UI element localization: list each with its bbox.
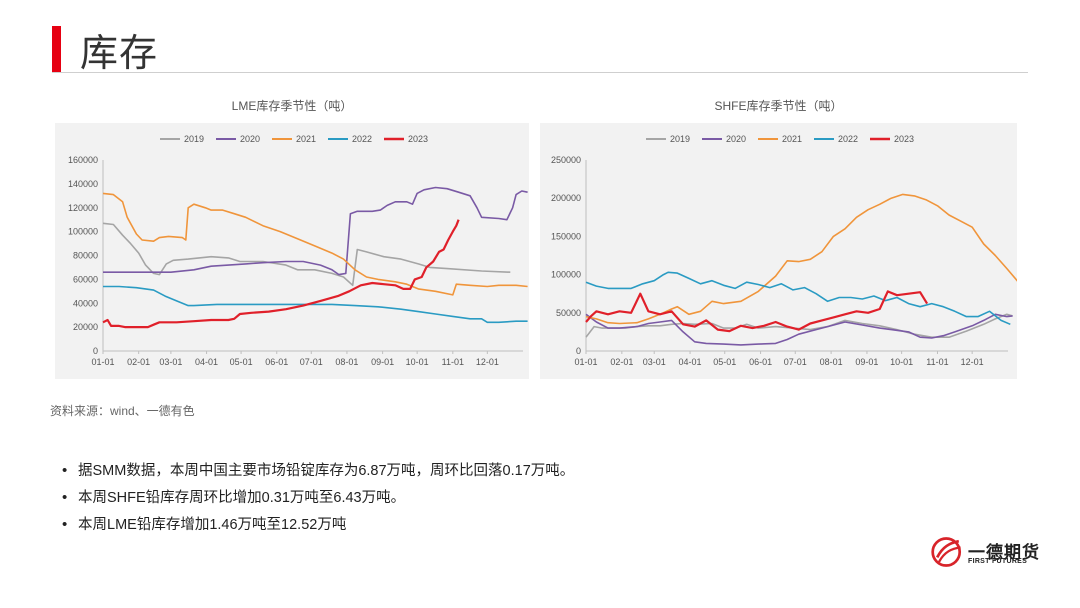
series-line-2022 xyxy=(585,271,1011,326)
y-tick-label: 160000 xyxy=(68,155,98,165)
x-tick-label: 12-01 xyxy=(476,357,499,367)
x-tick-label: 05-01 xyxy=(230,357,253,367)
y-tick-label: 60000 xyxy=(73,274,98,284)
x-tick-label: 01-01 xyxy=(91,357,114,367)
x-tick-label: 04-01 xyxy=(679,357,702,367)
title-divider xyxy=(52,72,1028,73)
x-tick-label: 11-01 xyxy=(442,357,464,367)
legend-label: 2019 xyxy=(184,134,204,144)
x-tick-label: 06-01 xyxy=(749,357,772,367)
y-tick-label: 250000 xyxy=(551,155,581,165)
x-tick-label: 09-01 xyxy=(855,357,878,367)
legend-label: 2023 xyxy=(408,134,428,144)
bullet-item: 本周LME铅库存增加1.46万吨至12.52万吨 xyxy=(62,515,574,542)
x-tick-label: 05-01 xyxy=(713,357,736,367)
x-tick-label: 11-01 xyxy=(926,357,948,367)
series-line-2023 xyxy=(585,290,929,333)
y-tick-label: 80000 xyxy=(73,251,98,261)
x-tick-label: 12-01 xyxy=(961,357,984,367)
title-accent-bar xyxy=(52,26,61,72)
x-tick-label: 03-01 xyxy=(643,357,666,367)
y-tick-label: 40000 xyxy=(73,298,98,308)
x-tick-label: 02-01 xyxy=(127,357,150,367)
lme-chart-title: LME库存季节性（吨） xyxy=(231,99,353,113)
x-tick-label: 01-01 xyxy=(574,357,597,367)
x-tick-label: 10-01 xyxy=(406,357,429,367)
y-tick-label: 200000 xyxy=(551,193,581,203)
x-tick-label: 06-01 xyxy=(265,357,288,367)
legend-label: 2022 xyxy=(352,134,372,144)
x-tick-label: 04-01 xyxy=(195,357,218,367)
x-tick-label: 08-01 xyxy=(335,357,358,367)
series-line-2021 xyxy=(102,192,528,296)
y-tick-label: 100000 xyxy=(551,270,581,280)
y-tick-label: 20000 xyxy=(73,322,98,332)
legend-label: 2019 xyxy=(670,134,690,144)
shfe-chart: 0 50000 100000 150000 200000 250000 01-01 02-01… xyxy=(551,134,1017,367)
lme-chart: 0 20000 40000 60000 80000 100000 120000 140000 1… xyxy=(68,134,528,367)
data-source-note: 资料来源：wind、一德有色 xyxy=(50,404,195,418)
y-tick-label: 120000 xyxy=(68,203,98,213)
company-logo-icon xyxy=(931,537,962,567)
x-tick-label: 07-01 xyxy=(300,357,323,367)
y-tick-label: 50000 xyxy=(556,308,581,318)
y-tick-label: 0 xyxy=(93,346,98,356)
series-line-2020 xyxy=(103,186,528,276)
y-tick-label: 0 xyxy=(576,346,581,356)
series-line-2020 xyxy=(585,313,1013,346)
lme-chart-panel: 0 20000 40000 60000 80000 100000 120000 140000 1… xyxy=(55,123,529,379)
series-line-2023 xyxy=(102,219,460,329)
series-line-2022 xyxy=(103,285,528,324)
x-tick-label: 09-01 xyxy=(371,357,394,367)
company-logo-name: 一德期货 xyxy=(968,543,1040,562)
bullet-item: 本周SHFE铅库存周环比增加0.31万吨至6.43万吨。 xyxy=(62,488,574,515)
x-tick-label: 08-01 xyxy=(820,357,843,367)
x-tick-label: 07-01 xyxy=(784,357,807,367)
bullet-item: 据SMM数据，本周中国主要市场铅锭库存为6.87万吨，周环比回落0.17万吨。 xyxy=(62,461,574,488)
y-tick-label: 150000 xyxy=(551,231,581,241)
x-tick-label: 02-01 xyxy=(610,357,633,367)
series-line-2021 xyxy=(585,193,1017,325)
series-line-2019 xyxy=(102,222,511,287)
x-tick-label: 10-01 xyxy=(890,357,913,367)
legend-label: 2023 xyxy=(894,134,914,144)
x-tick-label: 03-01 xyxy=(159,357,182,367)
shfe-chart-title: SHFE库存季节性（吨） xyxy=(714,99,843,113)
y-tick-label: 140000 xyxy=(68,179,98,189)
company-logo-subtitle: FIRST FUTURES xyxy=(968,558,1028,565)
legend-label: 2021 xyxy=(782,134,802,144)
y-tick-label: 100000 xyxy=(68,227,98,237)
legend-label: 2021 xyxy=(296,134,316,144)
bullet-list: 据SMM数据，本周中国主要市场铅锭库存为6.87万吨，周环比回落0.17万吨。 … xyxy=(62,461,574,542)
shfe-chart-panel: 0 50000 100000 150000 200000 250000 01-01 02-01… xyxy=(540,123,1017,379)
legend-label: 2020 xyxy=(726,134,746,144)
page-title: 库存 xyxy=(80,33,159,75)
legend-label: 2020 xyxy=(240,134,260,144)
legend-label: 2022 xyxy=(838,134,858,144)
